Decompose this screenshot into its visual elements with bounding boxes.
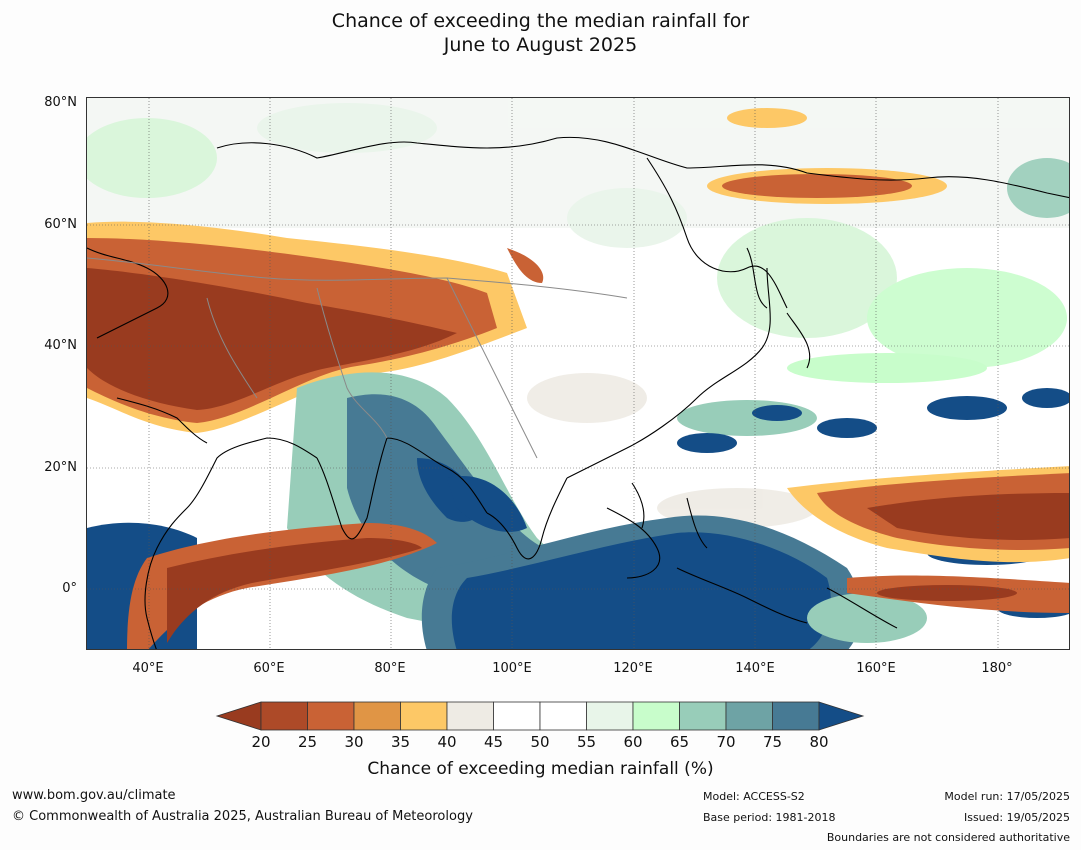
colorbar-tick-label: 20: [251, 733, 271, 751]
footer-issued: Issued: 19/05/2025: [963, 811, 1070, 824]
dry-region-arabian-sea: [127, 523, 437, 649]
colorbar: [215, 701, 865, 731]
colorbar-tick-label: 60: [623, 733, 643, 751]
colorbar-segment: [400, 701, 448, 731]
colorbar-tick-label: 40: [437, 733, 457, 751]
colorbar-tick-label: 65: [669, 733, 690, 751]
colorbar-tick-label: 70: [716, 733, 736, 751]
colorbar-segment: [725, 701, 773, 731]
colorbar-segment: [586, 701, 634, 731]
lon-label-120e: 120°E: [613, 661, 653, 676]
footer-website: www.bom.gov.au/climate: [12, 788, 176, 803]
colorbar-segment: [493, 701, 541, 731]
footer-model: Model: ACCESS-S2: [703, 790, 805, 803]
colorbar-tick-label: 30: [344, 733, 364, 751]
colorbar-segment: [772, 701, 820, 731]
gridlines: [87, 98, 1069, 649]
colorbar-tick-label: 25: [297, 733, 318, 751]
lon-label-180: 180°: [981, 661, 1013, 676]
colorbar-segment: [307, 701, 355, 731]
lon-label-100e: 100°E: [492, 661, 532, 676]
footer-base-period: Base period: 1981-2018: [703, 811, 836, 824]
colorbar-label: Chance of exceeding median rainfall (%): [367, 759, 714, 779]
colorbar-tick-label: 50: [530, 733, 550, 751]
title-line-1: Chance of exceeding the median rainfall …: [331, 10, 750, 32]
lat-label-0: 0°: [62, 581, 77, 596]
colorbar-tick-label: 45: [483, 733, 504, 751]
lon-label-140e: 140°E: [735, 661, 775, 676]
coastlines: [87, 136, 1069, 649]
footer-model-run: Model run: 17/05/2025: [944, 790, 1070, 803]
lat-label-20n: 20°N: [44, 460, 77, 475]
dry-region-central-pacific: [787, 466, 1069, 613]
lon-label-40e: 40°E: [132, 661, 164, 676]
colorbar-tick-label: 35: [390, 733, 411, 751]
colorbar-tick-label: 55: [576, 733, 597, 751]
title-line-2: June to August 2025: [443, 34, 638, 56]
lon-label-80e: 80°E: [374, 661, 406, 676]
country-borders: [87, 257, 628, 459]
map-title: Chance of exceeding the median rainfall …: [0, 9, 1081, 57]
colorbar-extend-max: [818, 701, 865, 731]
wet-region-pacific: [677, 353, 1069, 453]
colorbar-segment: [353, 701, 401, 731]
colorbar-tick-label: 80: [809, 733, 829, 751]
lat-label-80n: 80°N: [44, 95, 77, 110]
rainfall-map: [86, 97, 1070, 650]
footer-copyright: © Commonwealth of Australia 2025, Austra…: [12, 809, 473, 824]
lat-label-40n: 40°N: [44, 338, 77, 353]
dry-region-siberia: [707, 108, 947, 204]
colorbar-segment: [632, 701, 680, 731]
colorbar-segment: [446, 701, 494, 731]
colorbar-segment: [260, 701, 308, 731]
colorbar-tick-label: 75: [762, 733, 783, 751]
footer-disclaimer: Boundaries are not considered authoritat…: [826, 831, 1070, 844]
dry-region-central-asia: [87, 221, 544, 433]
lon-label-60e: 60°E: [253, 661, 285, 676]
neutral-speckle: [87, 98, 1069, 528]
colorbar-extend-min: [215, 701, 262, 731]
colorbar-segments: [215, 701, 865, 731]
map-canvas: [87, 98, 1069, 649]
colorbar-segment: [539, 701, 587, 731]
lat-label-60n: 60°N: [44, 217, 77, 232]
colorbar-segment: [679, 701, 727, 731]
lon-label-160e: 160°E: [856, 661, 896, 676]
